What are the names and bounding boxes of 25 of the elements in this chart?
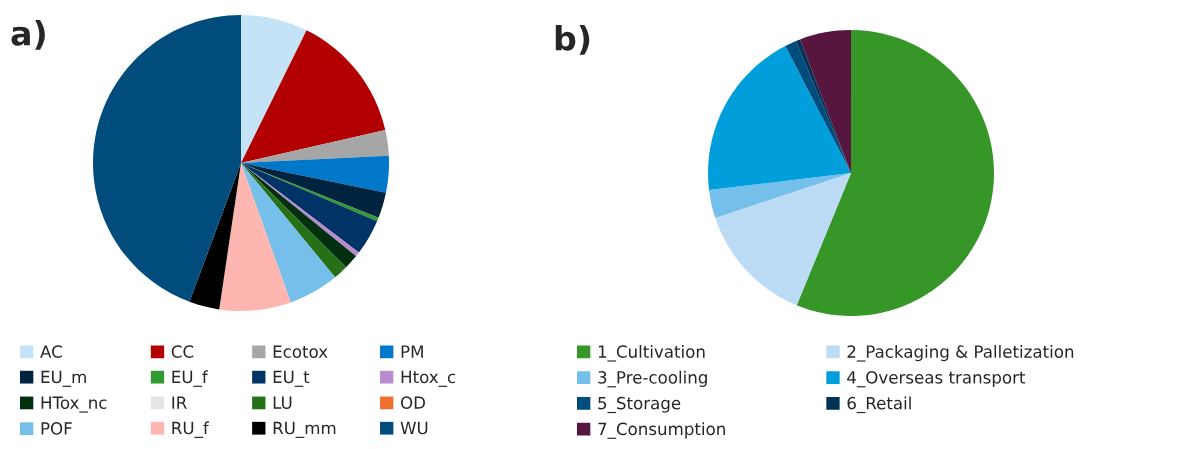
legend-label: 3_Pre-cooling	[598, 370, 707, 388]
legend-label: AC	[40, 345, 62, 358]
legend-label: 6_Retail	[847, 396, 911, 414]
legend-label: 1_Cultivation	[598, 345, 705, 362]
chart-title: a)	[11, 20, 45, 50]
legend-label: 7_Consumption	[598, 422, 725, 439]
legend-label: PM	[401, 345, 423, 358]
legend-label: 2_Packaging & Palletization	[847, 345, 1074, 362]
legend-label: 5_Storage	[598, 396, 681, 414]
legend-label: Htox_c	[401, 370, 456, 387]
legend-label: LU	[273, 396, 292, 409]
legend-label: POF	[41, 422, 72, 435]
legend-label: EU_t	[273, 370, 310, 387]
legend-label: IR	[172, 396, 187, 409]
legend-label: HTox_nc	[41, 396, 107, 413]
legend-label: OD	[400, 396, 426, 409]
legend-label: CC	[171, 345, 194, 358]
legend-label: RU_f	[172, 421, 210, 438]
chart-title: b)	[555, 25, 590, 55]
legend-label: 4_Overseas transport	[847, 371, 1026, 388]
legend-label: WU	[400, 421, 428, 435]
legend-label: EU_m	[41, 370, 86, 387]
legend-label: RU_mm	[273, 421, 336, 438]
legend-label: Ecotox	[273, 345, 328, 358]
legend-label: EU_f	[172, 370, 209, 387]
